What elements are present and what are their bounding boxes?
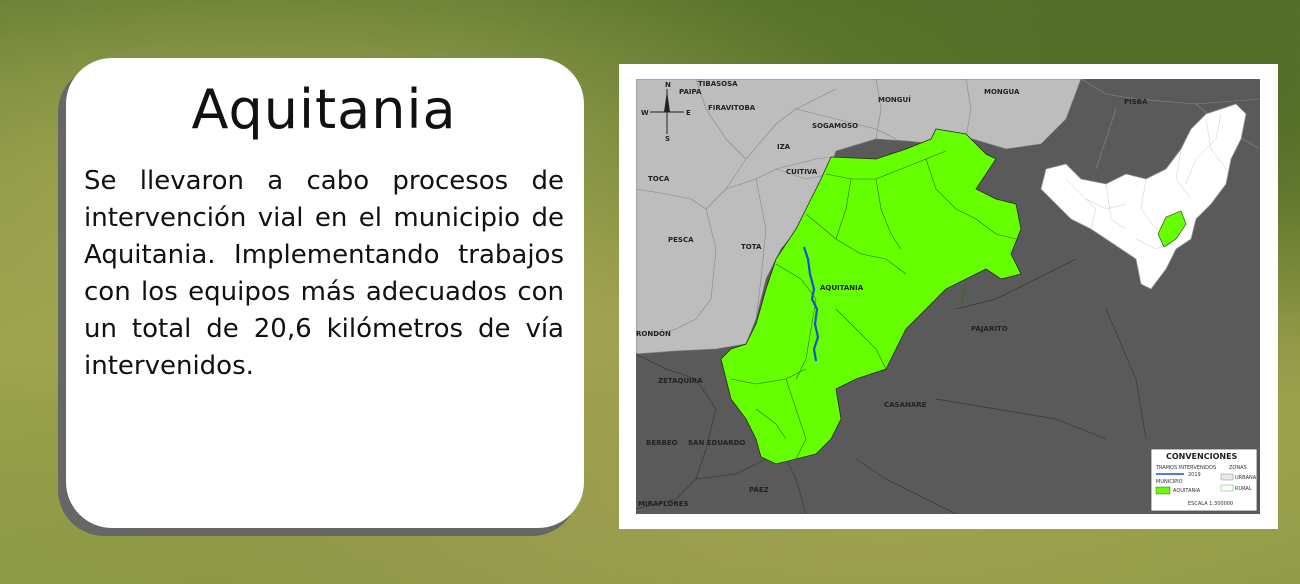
municipality-labels: TIBASOSA PAIPA FIRAVITOBA MONGUÍ MONGUA …: [636, 80, 1148, 508]
legend-urbana: URBANA: [1235, 475, 1257, 481]
label-zetaquira: ZETAQUIRA: [658, 377, 703, 385]
label-paez: PÁEZ: [749, 485, 769, 494]
map-svg: TIBASOSA PAIPA FIRAVITOBA MONGUÍ MONGUA …: [636, 79, 1260, 514]
label-mongui: MONGUÍ: [878, 95, 911, 104]
legend-tramos: TRAMOS INTERVENIDOS: [1155, 465, 1216, 471]
legend-municipio-swatch: [1155, 486, 1171, 495]
aquitania-region: [720, 128, 1022, 465]
legend-rural: RURAL: [1235, 486, 1252, 492]
label-tibasosa: TIBASOSA: [698, 80, 738, 88]
label-berbeo: BERBEO: [646, 439, 678, 447]
label-rondon: RONDÓN: [636, 329, 671, 338]
legend-title: CONVENCIONES: [1166, 452, 1238, 461]
svg-text:S: S: [665, 135, 670, 143]
legend-tramos-year: 2019: [1188, 472, 1201, 478]
legend-rural-swatch: [1220, 484, 1234, 492]
legend-escala: ESCALA 1:300000: [1188, 501, 1233, 507]
legend-urbana-swatch: [1220, 473, 1234, 481]
label-aquitania: AQUITANIA: [820, 284, 864, 292]
card-title: Aquitania: [191, 78, 457, 141]
label-toca: TOCA: [648, 175, 670, 183]
svg-text:E: E: [686, 109, 691, 117]
map-frame: TIBASOSA PAIPA FIRAVITOBA MONGUÍ MONGUA …: [619, 64, 1278, 529]
inset-locator-map: [1040, 103, 1247, 290]
compass-icon: N S E W: [641, 81, 691, 143]
label-paipa: PAIPA: [679, 88, 702, 96]
label-tota: TOTA: [741, 243, 762, 251]
label-san-eduardo: SAN EDUARDO: [688, 439, 745, 447]
aquitania-internal-borders: [730, 150, 1017, 460]
intervened-road: [802, 246, 820, 362]
label-firavitoba: FIRAVITOBA: [708, 104, 756, 112]
inset-aquitania: [1157, 210, 1187, 248]
label-casanare: CASANARE: [884, 401, 927, 409]
card-body: Se llevaron a cabo procesos de intervenc…: [84, 166, 564, 381]
legend-municipio: MUNICIPIO: [1156, 479, 1183, 485]
neighbor-borders: [636, 79, 1260, 335]
label-mongua: MONGUA: [984, 88, 1020, 96]
label-iza: IZA: [777, 143, 791, 151]
label-pisba: PISBA: [1124, 98, 1148, 106]
legend: CONVENCIONES TRAMOS INTERVENIDOS 2019 ZO…: [1150, 448, 1258, 512]
svg-text:N: N: [665, 81, 671, 89]
label-sogamoso: SOGAMOSO: [812, 122, 858, 130]
legend-zonas: ZONAS: [1229, 465, 1247, 471]
svg-text:W: W: [641, 109, 649, 117]
label-miraflores: MIRAFLORES: [638, 500, 689, 508]
label-pesca: PESCA: [668, 236, 694, 244]
label-pajarito: PAJARITO: [971, 325, 1008, 333]
info-card: Aquitania Se llevaron a cabo procesos de…: [66, 58, 584, 528]
label-cuitiva: CUITIVA: [786, 168, 818, 176]
legend-municipio-item: AQUITANIA: [1173, 488, 1201, 494]
